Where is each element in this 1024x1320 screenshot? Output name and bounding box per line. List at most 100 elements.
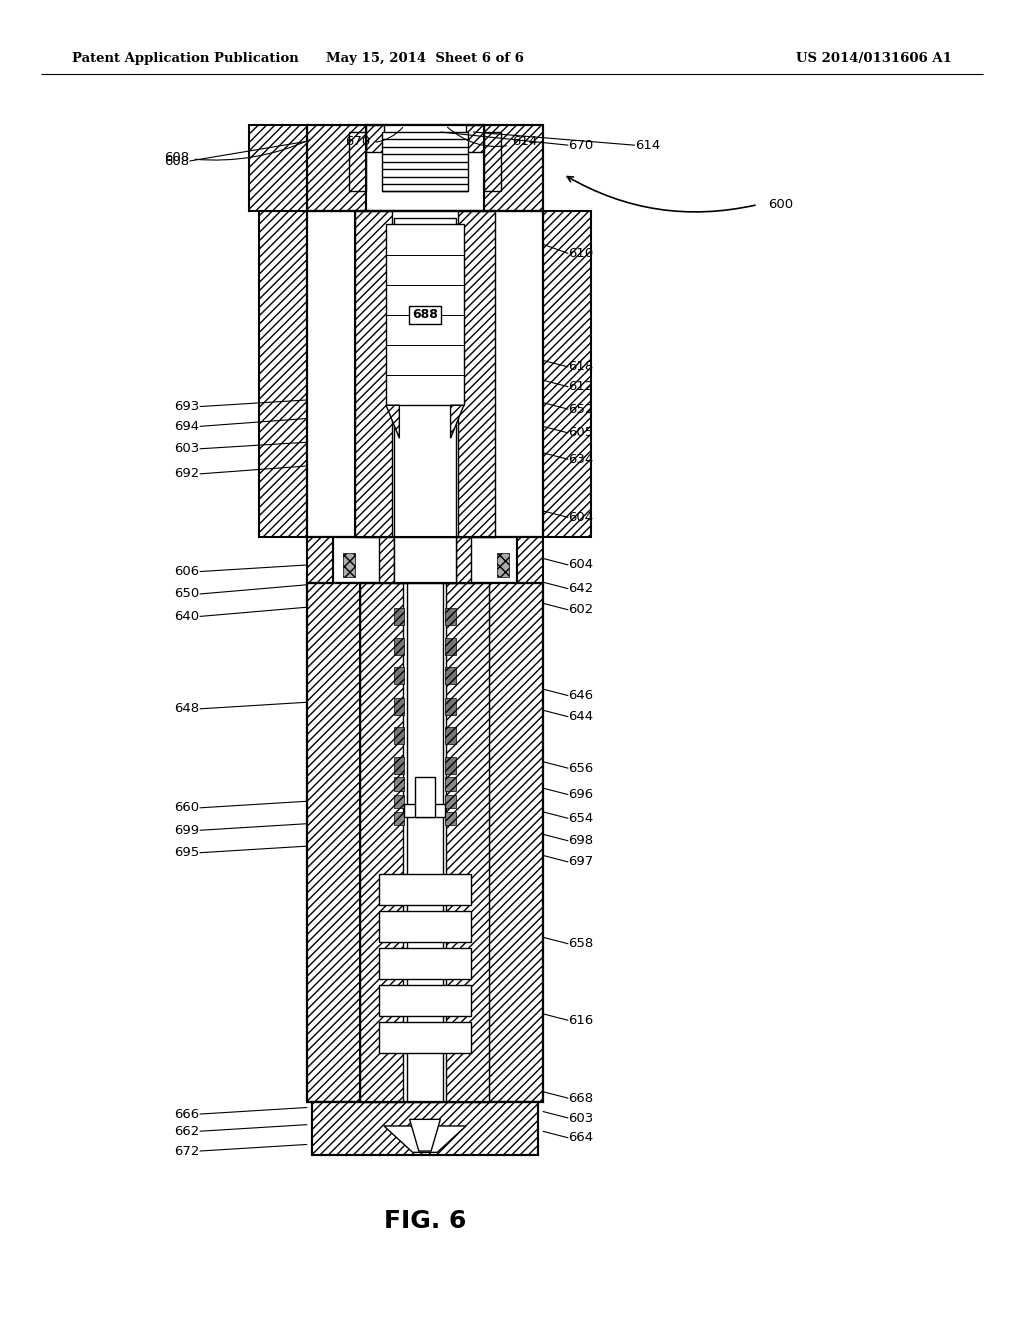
Text: 616: 616 bbox=[568, 1014, 594, 1027]
Bar bbox=[394, 668, 404, 685]
Text: 666: 666 bbox=[174, 1107, 200, 1121]
Bar bbox=[312, 1102, 538, 1155]
Bar bbox=[360, 583, 403, 1102]
Bar bbox=[307, 125, 543, 211]
Bar bbox=[343, 553, 355, 577]
Bar bbox=[497, 553, 509, 577]
Text: 699: 699 bbox=[174, 824, 200, 837]
Text: 603: 603 bbox=[174, 442, 200, 455]
Text: 697: 697 bbox=[568, 855, 594, 869]
Text: FIG. 6: FIG. 6 bbox=[384, 1209, 466, 1233]
Bar bbox=[394, 638, 404, 655]
Text: 634: 634 bbox=[568, 453, 594, 466]
Text: 640: 640 bbox=[174, 610, 200, 623]
Bar bbox=[407, 583, 443, 1102]
Polygon shape bbox=[410, 1119, 440, 1151]
Bar bbox=[394, 726, 404, 744]
Text: 608: 608 bbox=[164, 154, 189, 168]
Bar bbox=[445, 668, 456, 685]
Text: 614: 614 bbox=[635, 139, 660, 152]
Bar bbox=[312, 1102, 538, 1155]
Bar bbox=[415, 777, 435, 817]
Bar bbox=[446, 583, 489, 1102]
Text: 605: 605 bbox=[568, 426, 594, 440]
Bar bbox=[382, 132, 468, 191]
Text: 670: 670 bbox=[568, 139, 594, 152]
Bar bbox=[458, 211, 495, 537]
Text: 688: 688 bbox=[412, 309, 438, 321]
Text: 698: 698 bbox=[568, 834, 594, 847]
Bar bbox=[456, 537, 471, 583]
Text: 670: 670 bbox=[345, 128, 402, 148]
Text: 695: 695 bbox=[174, 846, 200, 859]
Bar bbox=[349, 132, 366, 191]
Bar bbox=[366, 125, 384, 152]
Bar bbox=[386, 224, 464, 405]
Bar bbox=[394, 218, 456, 537]
Bar bbox=[379, 537, 394, 583]
Bar bbox=[445, 607, 456, 624]
Text: 644: 644 bbox=[568, 710, 594, 723]
Bar bbox=[379, 948, 471, 979]
Bar bbox=[259, 211, 307, 537]
Bar bbox=[445, 812, 456, 825]
Bar bbox=[394, 697, 404, 715]
Bar bbox=[249, 125, 307, 211]
Text: 612: 612 bbox=[568, 380, 594, 393]
Bar bbox=[517, 537, 543, 583]
Bar bbox=[366, 125, 484, 211]
Bar bbox=[307, 211, 543, 537]
Bar bbox=[360, 583, 489, 1102]
Bar bbox=[379, 874, 471, 906]
Text: 652: 652 bbox=[568, 403, 594, 416]
Bar bbox=[394, 537, 456, 583]
Bar bbox=[445, 777, 456, 791]
Bar bbox=[445, 697, 456, 715]
Text: May 15, 2014  Sheet 6 of 6: May 15, 2014 Sheet 6 of 6 bbox=[326, 51, 524, 65]
Bar bbox=[404, 804, 445, 817]
Text: 660: 660 bbox=[174, 801, 200, 814]
Polygon shape bbox=[384, 1126, 466, 1152]
Polygon shape bbox=[451, 405, 464, 438]
Bar bbox=[445, 638, 456, 655]
Text: 603: 603 bbox=[568, 1111, 594, 1125]
Polygon shape bbox=[386, 405, 399, 438]
Bar bbox=[445, 726, 456, 744]
Bar bbox=[307, 211, 543, 537]
Text: Patent Application Publication: Patent Application Publication bbox=[72, 51, 298, 65]
Bar bbox=[333, 537, 517, 583]
Text: 648: 648 bbox=[174, 702, 200, 715]
Text: 618: 618 bbox=[568, 360, 594, 374]
Bar bbox=[307, 537, 333, 583]
Text: 672: 672 bbox=[174, 1144, 200, 1158]
Bar bbox=[394, 795, 404, 808]
Bar bbox=[394, 607, 404, 624]
Bar bbox=[307, 583, 543, 1102]
Text: 606: 606 bbox=[174, 565, 200, 578]
Text: 694: 694 bbox=[174, 420, 200, 433]
Bar bbox=[379, 985, 471, 1016]
Text: 610: 610 bbox=[568, 247, 594, 260]
Bar bbox=[379, 1022, 471, 1053]
Bar bbox=[394, 777, 404, 791]
Text: 650: 650 bbox=[174, 587, 200, 601]
Bar bbox=[307, 583, 543, 1102]
Text: 654: 654 bbox=[568, 812, 594, 825]
Bar bbox=[466, 125, 484, 152]
Bar bbox=[307, 125, 543, 211]
Text: 604: 604 bbox=[568, 558, 594, 572]
Bar bbox=[394, 758, 404, 774]
Text: 608: 608 bbox=[164, 140, 310, 164]
Text: US 2014/0131606 A1: US 2014/0131606 A1 bbox=[797, 51, 952, 65]
Text: 668: 668 bbox=[568, 1092, 594, 1105]
Bar bbox=[543, 211, 591, 537]
Bar bbox=[307, 583, 543, 1102]
Bar bbox=[445, 758, 456, 774]
Text: 656: 656 bbox=[568, 762, 594, 775]
Text: 662: 662 bbox=[174, 1125, 200, 1138]
Text: 692: 692 bbox=[174, 467, 200, 480]
Bar bbox=[355, 211, 392, 537]
Text: 658: 658 bbox=[568, 937, 594, 950]
Text: 664: 664 bbox=[568, 1131, 594, 1144]
Text: 646: 646 bbox=[568, 689, 594, 702]
